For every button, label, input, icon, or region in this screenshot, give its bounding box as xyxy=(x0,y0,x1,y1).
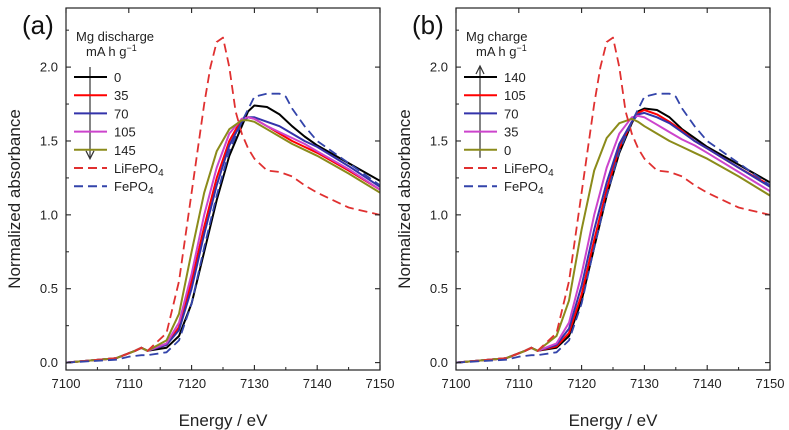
series-line-lifepo4 xyxy=(456,36,770,364)
y-tick-label: 1.0 xyxy=(40,207,58,222)
series-line-fepo4 xyxy=(66,92,380,364)
x-tick-label: 7140 xyxy=(303,376,332,391)
x-tick-label: 7120 xyxy=(177,376,206,391)
x-tick-label: 7120 xyxy=(567,376,596,391)
panel-label: (b) xyxy=(412,10,444,40)
legend-unit: mA h g−1 xyxy=(86,43,137,59)
y-tick-label: 2.0 xyxy=(40,60,58,75)
y-tick-label: 2.0 xyxy=(430,60,448,75)
series-line-145 xyxy=(66,119,380,364)
x-tick-label: 7100 xyxy=(52,376,81,391)
y-tick-label: 0.5 xyxy=(430,281,448,296)
y-tick-label: 1.5 xyxy=(430,133,448,148)
x-axis-title: Energy / eV xyxy=(179,411,268,430)
x-tick-label: 7150 xyxy=(756,376,785,391)
x-tick-label: 7140 xyxy=(693,376,722,391)
legend-label: FePO4 xyxy=(114,179,154,197)
y-axis-title: Normalized absorbance xyxy=(5,109,24,289)
panel-label: (a) xyxy=(22,10,54,40)
legend-label: LiFePO4 xyxy=(504,161,554,179)
x-tick-label: 7130 xyxy=(630,376,659,391)
legend-label: 35 xyxy=(504,125,518,140)
x-tick-label: 7150 xyxy=(366,376,395,391)
legend-label: FePO4 xyxy=(504,179,544,197)
legend-title: Mg charge xyxy=(466,29,527,44)
legend-label: 70 xyxy=(114,106,128,121)
series-line-0 xyxy=(456,117,770,364)
y-axis-title: Normalized absorbance xyxy=(395,109,414,289)
legend-label: 105 xyxy=(504,88,526,103)
legend-label: 70 xyxy=(504,106,518,121)
arrow-head xyxy=(85,150,95,161)
legend-unit: mA h g−1 xyxy=(476,43,527,59)
y-tick-label: 0.0 xyxy=(40,355,58,370)
series-group xyxy=(66,36,380,364)
panel-b: 7100 7110 7120 7130 7140 7150 0.0 0.5 1.0 1.5 2.0 E… xyxy=(395,7,785,430)
legend-label: 0 xyxy=(114,70,121,85)
series-line-lifepo4 xyxy=(66,36,380,364)
legend-label: LiFePO4 xyxy=(114,161,164,179)
legend-label: 105 xyxy=(114,125,136,140)
y-tick-label: 1.5 xyxy=(40,133,58,148)
y-tick-label: 0.0 xyxy=(430,355,448,370)
x-tick-label: 7130 xyxy=(240,376,269,391)
legend-label: 35 xyxy=(114,88,128,103)
x-tick-label: 7110 xyxy=(115,376,143,391)
x-axis-title: Energy / eV xyxy=(569,411,658,430)
legend-label: 140 xyxy=(504,70,526,85)
series-line-fepo4 xyxy=(456,92,770,364)
legend-label: 145 xyxy=(114,143,136,158)
series-group xyxy=(456,36,770,364)
y-tick-label: 1.0 xyxy=(430,207,448,222)
legend-label: 0 xyxy=(504,143,511,158)
legend-title: Mg discharge xyxy=(76,29,154,44)
y-tick-label: 0.5 xyxy=(40,281,58,296)
panel-a: 7100 7110 7120 7130 7140 7150 0.0 0.5 1.0 1.5 2.0 E… xyxy=(5,7,395,430)
x-tick-label: 7100 xyxy=(442,376,471,391)
arrow-head xyxy=(475,64,485,75)
x-tick-label: 7110 xyxy=(505,376,533,391)
